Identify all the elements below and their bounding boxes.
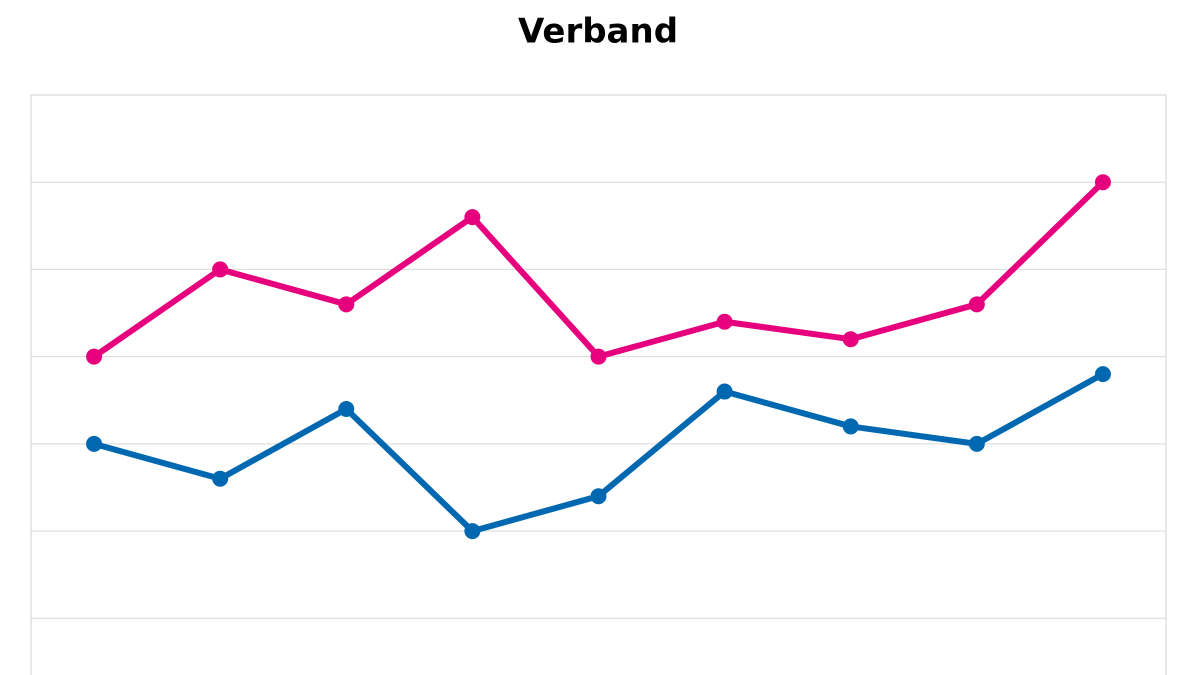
chart-title: Verband: [518, 12, 678, 52]
point: [212, 261, 229, 278]
point: [590, 488, 607, 505]
point: [338, 400, 355, 417]
point: [464, 523, 481, 540]
point: [464, 209, 481, 226]
point: [968, 435, 985, 452]
series-line: [93, 371, 1105, 535]
point: [716, 313, 733, 330]
point: [716, 383, 733, 400]
point: [1094, 366, 1111, 383]
plot-frame: [30, 94, 1167, 675]
point: [86, 348, 103, 365]
point: [212, 470, 229, 487]
point: [1094, 174, 1111, 191]
point: [338, 296, 355, 313]
point: [968, 296, 985, 313]
point: [842, 418, 859, 435]
point: [86, 435, 103, 452]
point: [590, 348, 607, 365]
point: [842, 331, 859, 348]
